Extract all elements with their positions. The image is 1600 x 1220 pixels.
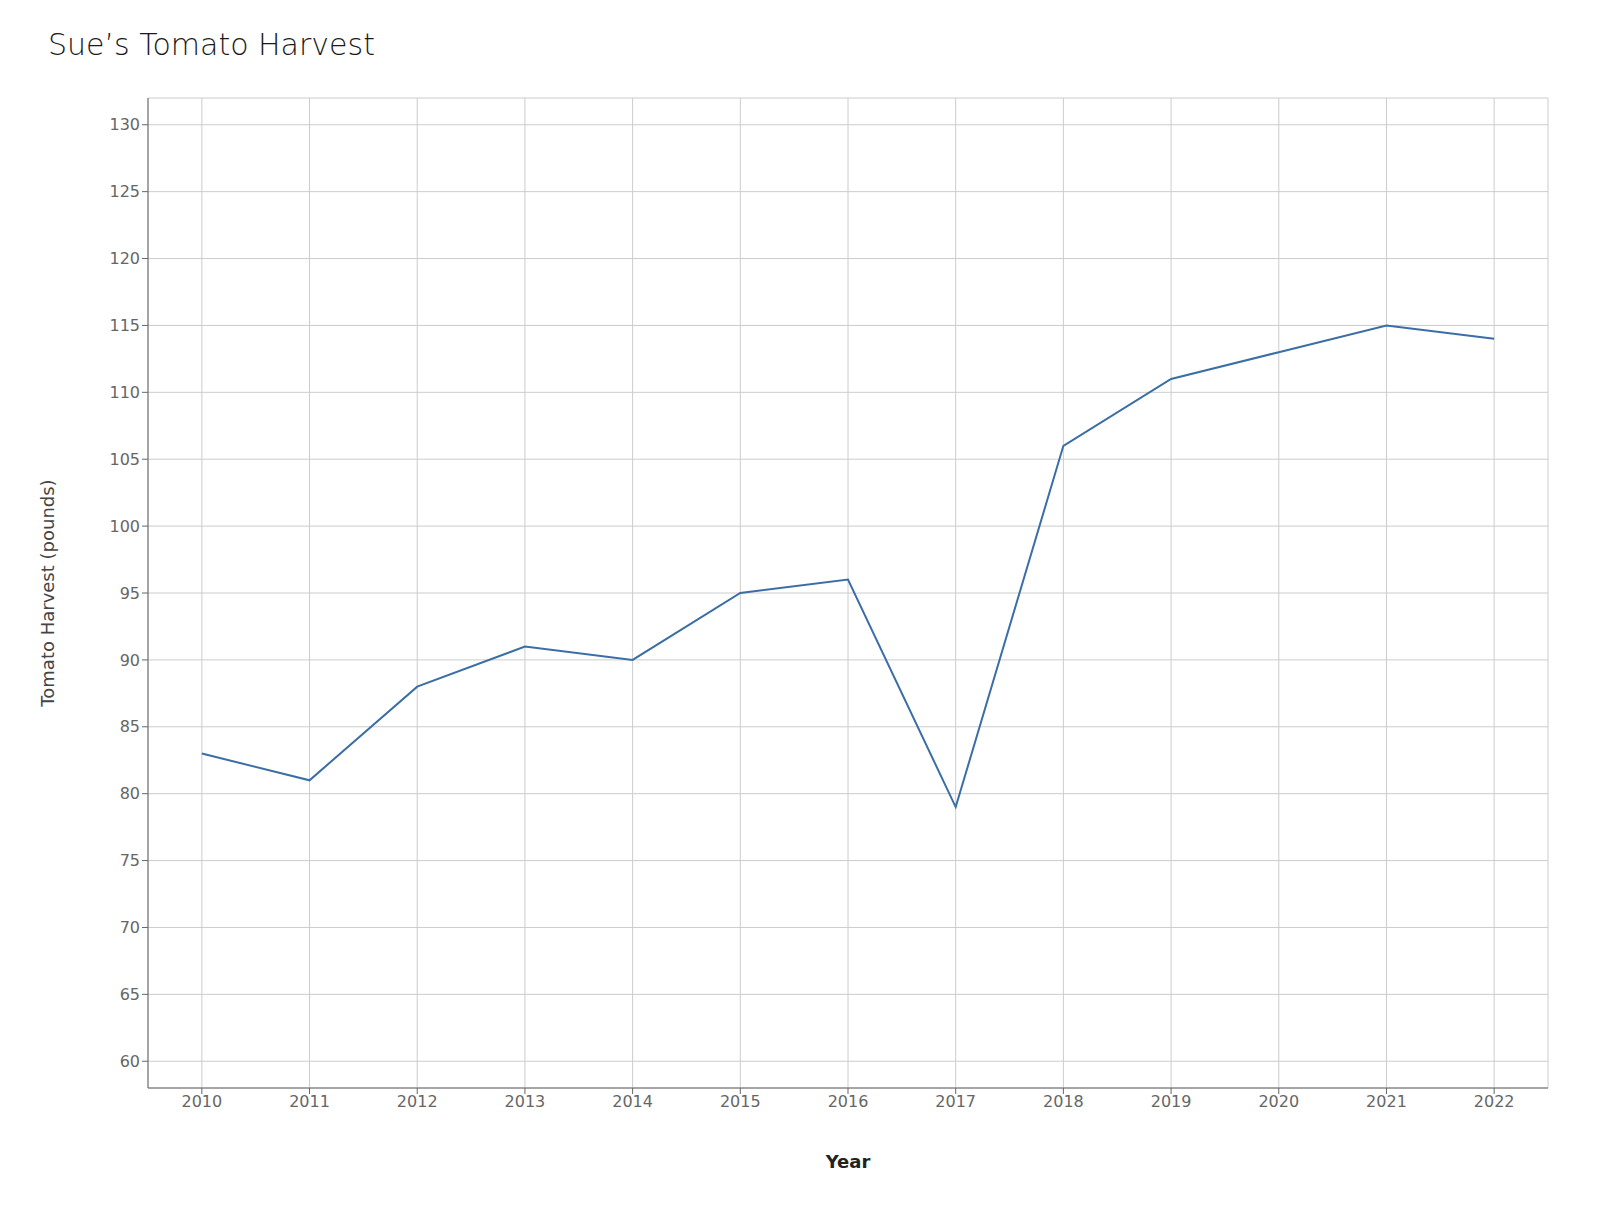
svg-text:90: 90 (120, 651, 140, 670)
svg-text:2020: 2020 (1258, 1092, 1299, 1111)
svg-text:Tomato Harvest (pounds): Tomato Harvest (pounds) (37, 479, 58, 707)
svg-text:110: 110 (109, 383, 140, 402)
svg-text:105: 105 (109, 450, 140, 469)
svg-text:2012: 2012 (397, 1092, 438, 1111)
svg-text:2021: 2021 (1366, 1092, 1407, 1111)
svg-text:80: 80 (120, 784, 140, 803)
html-text:Sue’s Tomato Harvest: Sue’s Tomato Harvest (48, 27, 375, 62)
svg-text:2011: 2011 (289, 1092, 330, 1111)
svg-text:100: 100 (109, 517, 140, 536)
svg-text:65: 65 (120, 985, 140, 1004)
svg-text:130: 130 (109, 115, 140, 134)
svg-text:2013: 2013 (505, 1092, 546, 1111)
svg-text:120: 120 (109, 249, 140, 268)
svg-text:125: 125 (109, 182, 140, 201)
svg-text:85: 85 (120, 717, 140, 736)
svg-text:115: 115 (109, 316, 140, 335)
svg-text:2018: 2018 (1043, 1092, 1084, 1111)
svg-text:2015: 2015 (720, 1092, 761, 1111)
svg-text:60: 60 (120, 1052, 140, 1071)
svg-text:75: 75 (120, 851, 140, 870)
svg-text:2014: 2014 (612, 1092, 653, 1111)
svg-text:2019: 2019 (1151, 1092, 1192, 1111)
svg-text:Year: Year (825, 1151, 871, 1172)
svg-text:95: 95 (120, 584, 140, 603)
svg-text:2016: 2016 (828, 1092, 869, 1111)
svg-text:2022: 2022 (1474, 1092, 1515, 1111)
svg-text:2017: 2017 (935, 1092, 976, 1111)
svg-text:2010: 2010 (181, 1092, 222, 1111)
svg-text:70: 70 (120, 918, 140, 937)
